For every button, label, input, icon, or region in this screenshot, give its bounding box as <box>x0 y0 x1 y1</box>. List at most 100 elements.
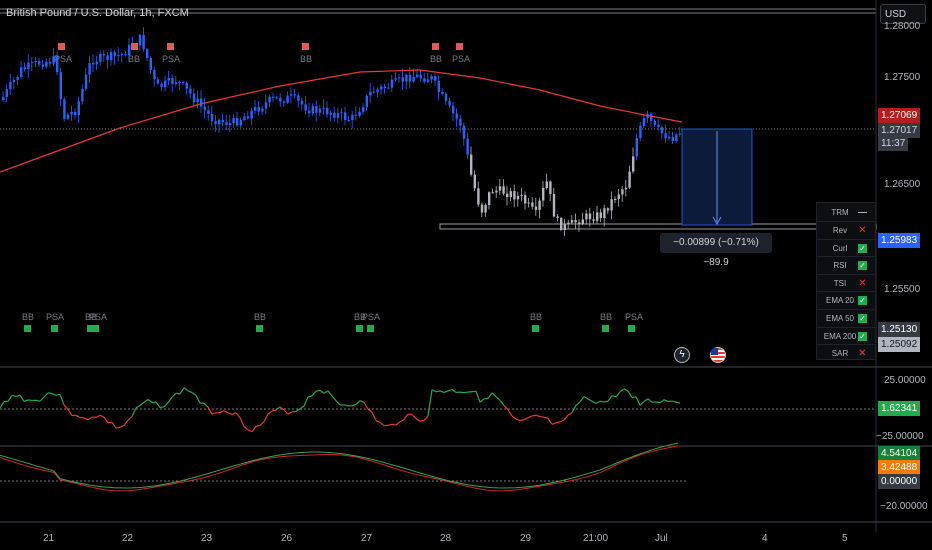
candle <box>495 190 498 193</box>
candle <box>333 112 336 118</box>
lightning-icon[interactable]: ϟ <box>674 347 690 363</box>
osc-line-segment <box>55 393 61 396</box>
osc-line-segment <box>327 390 333 397</box>
signal-marker <box>256 325 263 332</box>
currency-button[interactable]: USD <box>880 4 926 24</box>
signal-label: BB <box>85 312 98 322</box>
osc-line-segment <box>487 392 493 399</box>
candle <box>308 110 311 114</box>
price-label: 1.28000 <box>884 21 921 32</box>
panel-row-rsi: RSI ✓ <box>817 256 875 274</box>
check-icon: ✓ <box>858 314 867 323</box>
panel-title: TRM <box>831 208 849 217</box>
osc-line-segment <box>159 406 165 409</box>
time-label: 5 <box>842 533 848 544</box>
osc-line-segment <box>647 398 653 403</box>
osc-line-segment <box>559 419 565 423</box>
osc-line-segment <box>0 401 5 409</box>
candle <box>416 74 419 77</box>
osc2-value-tag: 4.54104 <box>878 446 921 461</box>
us-flag-icon[interactable] <box>710 347 726 363</box>
candle <box>664 133 667 139</box>
signal-label: PSA <box>362 312 381 322</box>
osc-line-segment <box>607 395 613 402</box>
candle <box>171 78 174 84</box>
osc-line-segment <box>579 396 585 403</box>
candle <box>344 112 347 121</box>
cross-icon: ✕ <box>858 277 867 289</box>
candle <box>160 83 163 88</box>
signal-marker <box>167 43 174 50</box>
candle <box>624 187 628 190</box>
osc-line-segment <box>635 396 641 406</box>
osc-line-segment <box>219 410 225 414</box>
osc-line-segment <box>143 399 149 403</box>
osc-line-segment <box>511 415 517 420</box>
osc-line-segment <box>87 416 93 421</box>
signal-label: PSA <box>46 312 65 322</box>
candle <box>315 106 318 113</box>
osc-line-segment <box>267 410 273 415</box>
osc-line-segment <box>627 390 633 398</box>
osc-line-segment <box>675 401 681 404</box>
osc-line-segment <box>163 402 169 408</box>
osc-line-segment <box>367 408 373 413</box>
signal-marker <box>628 325 635 332</box>
osc-line-segment <box>271 409 277 412</box>
osc-line-segment <box>615 391 621 398</box>
candle <box>588 213 592 220</box>
candle <box>369 91 372 96</box>
osc-label: −20.00000 <box>880 501 928 512</box>
osc-line-segment <box>275 406 281 411</box>
candle <box>81 88 84 102</box>
signal-label: BB <box>530 312 543 322</box>
osc-line-segment <box>239 417 245 427</box>
osc-line-segment <box>355 400 361 405</box>
osc-line-segment <box>191 392 197 396</box>
candle <box>628 171 631 188</box>
candle <box>455 113 458 119</box>
candle <box>56 56 59 73</box>
osc-line-segment <box>155 401 161 408</box>
candle <box>358 111 361 116</box>
minimize-icon[interactable] <box>858 212 867 213</box>
candle <box>585 213 588 220</box>
candle <box>12 79 16 82</box>
candle <box>635 138 638 157</box>
candle <box>531 202 534 207</box>
candle <box>38 61 41 65</box>
osc-line-segment <box>299 405 305 410</box>
candle <box>394 78 397 80</box>
osc-line-segment <box>423 415 429 421</box>
osc-line-segment <box>243 425 249 431</box>
time-label: 22 <box>122 533 134 544</box>
candle <box>59 72 62 100</box>
candle <box>185 82 188 89</box>
osc-line-segment <box>115 426 121 429</box>
candle <box>632 156 635 172</box>
signal-label: BB <box>254 312 267 322</box>
osc-line-segment <box>507 409 513 417</box>
candle <box>84 74 88 89</box>
panel-row-label: EMA 50 <box>825 314 854 323</box>
candle <box>423 78 426 82</box>
signal-marker <box>456 43 463 50</box>
osc-line-segment <box>251 425 257 433</box>
signal-marker <box>356 325 363 332</box>
osc-line-segment <box>279 406 285 411</box>
candle <box>318 108 322 113</box>
candle <box>243 116 246 121</box>
time-label: 21:00 <box>583 533 609 544</box>
candle <box>574 220 577 223</box>
candle <box>254 106 257 111</box>
osc-line-segment <box>207 406 213 415</box>
candle <box>387 87 390 89</box>
osc-line-segment <box>643 398 649 403</box>
time-label: 23 <box>201 533 213 544</box>
osc-line-segment <box>411 413 417 420</box>
candle <box>239 120 242 126</box>
osc-line-segment <box>379 421 385 427</box>
candle <box>452 105 455 114</box>
candle <box>34 61 37 63</box>
